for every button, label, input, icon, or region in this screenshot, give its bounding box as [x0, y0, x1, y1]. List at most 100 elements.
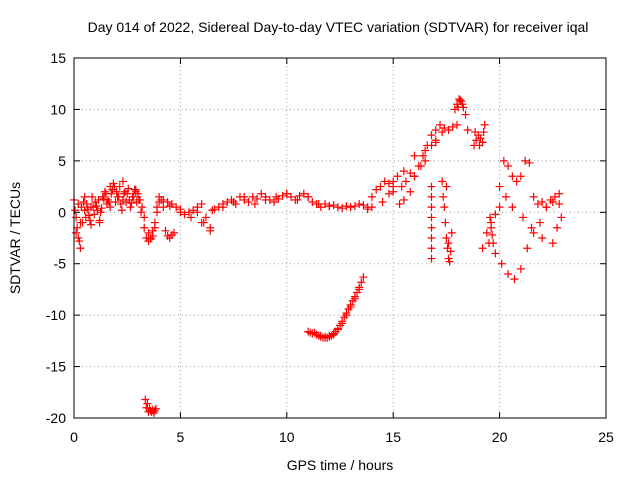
data-point [359, 273, 368, 282]
data-point [350, 294, 359, 303]
y-tick-label: -5 [54, 256, 67, 272]
data-point [144, 407, 153, 416]
data-point [137, 208, 146, 217]
data-point [367, 192, 376, 201]
data-point [376, 182, 385, 191]
data-point [427, 213, 436, 222]
data-point [287, 192, 296, 201]
data-point [378, 198, 387, 206]
data-point [491, 249, 500, 258]
data-point [427, 223, 436, 232]
data-point [140, 223, 149, 232]
data-point [350, 202, 359, 211]
data-point [165, 202, 174, 211]
data-point [427, 203, 436, 212]
data-point [116, 200, 125, 209]
data-point [480, 120, 489, 129]
data-point [304, 192, 313, 201]
data-point [399, 195, 408, 204]
data-point [321, 332, 330, 341]
data-point [231, 200, 240, 209]
data-point [499, 156, 508, 165]
data-point [486, 213, 495, 222]
data-point [117, 206, 126, 215]
data-points [70, 95, 566, 417]
data-point [118, 177, 127, 186]
data-point [333, 203, 342, 212]
data-point [550, 192, 559, 201]
data-point [478, 244, 487, 253]
data-point [555, 189, 564, 198]
data-point [80, 192, 89, 201]
data-point [149, 408, 158, 417]
series-segment-3.3-4.5 [140, 192, 179, 246]
x-tick-label: 20 [492, 429, 508, 445]
axis-ticks [73, 57, 607, 419]
data-point [427, 192, 436, 201]
data-point [521, 156, 530, 165]
data-point [342, 202, 351, 211]
data-point [536, 218, 545, 227]
data-point [314, 200, 323, 209]
data-point [329, 201, 338, 210]
series-segment-18.8-19.3 [470, 120, 489, 150]
data-point [120, 189, 129, 198]
data-point [454, 103, 463, 112]
data-point [144, 228, 153, 237]
data-point [98, 192, 107, 201]
data-point [471, 128, 480, 137]
data-point [342, 311, 351, 320]
data-point [527, 223, 536, 232]
data-point [197, 200, 206, 209]
data-point [229, 198, 238, 206]
data-point [111, 198, 120, 206]
data-point [333, 325, 342, 334]
data-point [508, 203, 517, 212]
data-point [189, 206, 198, 215]
y-tick-label: 15 [50, 50, 66, 66]
data-point [557, 213, 566, 222]
data-point [79, 198, 88, 206]
data-point [519, 213, 528, 222]
data-point [487, 223, 496, 232]
data-point [444, 126, 453, 134]
data-point [248, 192, 257, 201]
data-point [510, 275, 519, 284]
data-point [87, 203, 96, 212]
data-point [440, 203, 449, 212]
data-point [438, 177, 447, 186]
data-point [479, 128, 488, 137]
data-point [516, 264, 525, 273]
data-point [380, 177, 389, 186]
data-point [90, 210, 99, 219]
data-point [344, 304, 353, 313]
data-point [338, 204, 347, 213]
data-point [100, 187, 109, 196]
data-point [525, 158, 534, 167]
data-point [133, 189, 142, 198]
data-point [529, 228, 538, 237]
data-point [76, 218, 85, 227]
x-tick-label: 5 [177, 429, 185, 445]
data-point [250, 200, 259, 209]
series-fall-17.5 [438, 177, 456, 266]
data-point [441, 218, 450, 227]
data-point [495, 182, 504, 191]
data-point [253, 194, 262, 203]
data-point [176, 208, 185, 217]
data-point [395, 200, 404, 209]
data-point [438, 128, 447, 137]
data-point [427, 131, 436, 140]
data-point [201, 213, 210, 222]
data-point [94, 195, 103, 204]
series-dip-11-13.6 [304, 273, 368, 342]
data-point [299, 189, 308, 198]
data-point [199, 218, 208, 227]
data-point [106, 182, 115, 191]
data-point [122, 198, 131, 206]
data-point [363, 203, 372, 212]
data-point [278, 191, 287, 200]
data-point [359, 201, 368, 210]
data-point [115, 182, 124, 191]
data-point [418, 151, 427, 160]
